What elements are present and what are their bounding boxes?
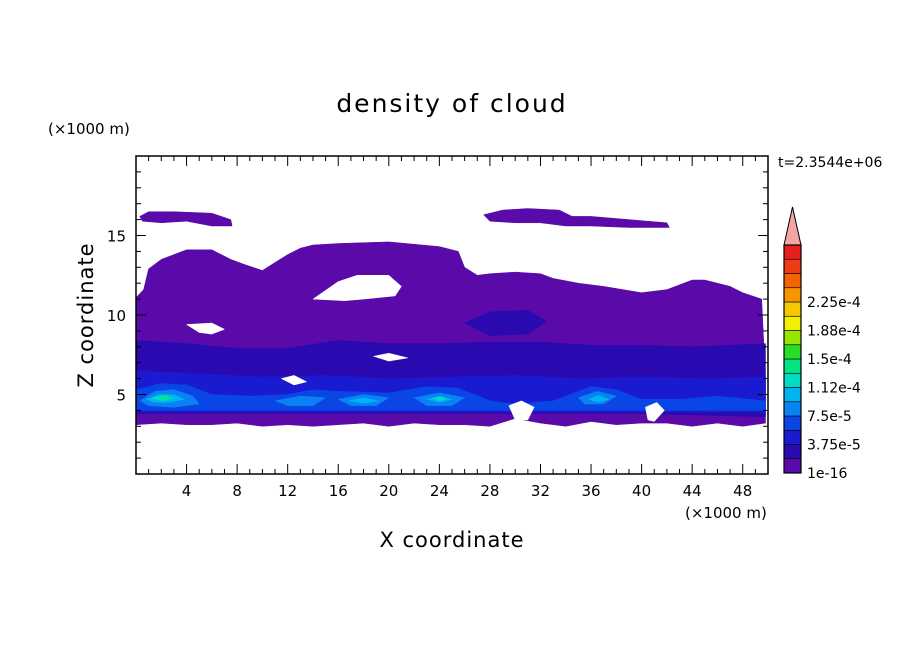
contour-region-level-0 xyxy=(139,211,233,227)
x-tick-label: 40 xyxy=(632,482,651,500)
y-tick-label: 15 xyxy=(107,228,126,246)
cloud-gap-region xyxy=(280,375,308,386)
colorbar-frame xyxy=(783,244,802,474)
x-axis-label: X coordinate xyxy=(379,528,524,552)
x-tick-label: 12 xyxy=(278,482,297,500)
colorbar-swatch xyxy=(783,330,802,346)
x-tick-label: 48 xyxy=(733,482,752,500)
cloud-gap-region xyxy=(508,400,535,421)
x-unit-label: (×1000 m) xyxy=(685,504,767,522)
colorbar-swatch xyxy=(783,372,802,388)
colorbar-label: 2.25e-4 xyxy=(807,295,861,311)
colorbar-swatch xyxy=(783,429,802,445)
colorbar-label: 3.75e-5 xyxy=(807,438,861,454)
colorbar-label: 1.5e-4 xyxy=(807,352,852,368)
colorbar-swatch xyxy=(783,287,802,303)
contour-fill-group xyxy=(136,208,766,427)
colorbar-swatch xyxy=(783,458,802,474)
contour-region-level-0 xyxy=(483,208,670,228)
colorbar-swatch xyxy=(783,401,802,417)
colorbar-swatch xyxy=(783,387,802,403)
colorbar-swatch xyxy=(783,344,802,360)
time-label: t=2.3544e+06 xyxy=(778,155,882,171)
x-tick-label: 36 xyxy=(581,482,600,500)
colorbar-swatch xyxy=(783,444,802,460)
contour-region-level-4 xyxy=(274,395,327,406)
chart-title: density of cloud xyxy=(336,89,567,118)
colorbar-label: 7.5e-5 xyxy=(807,409,852,425)
contour-region-level-1 xyxy=(464,309,548,336)
x-tick-label: 8 xyxy=(232,482,242,500)
x-tick-label: 28 xyxy=(480,482,499,500)
y-tick-label: 5 xyxy=(116,387,126,405)
colorbar-label: 1.12e-4 xyxy=(807,381,861,397)
colorbar-swatch xyxy=(783,315,802,331)
x-tick-label: 16 xyxy=(329,482,348,500)
y-tick-label: 10 xyxy=(107,307,126,325)
colorbar-label: 1e-16 xyxy=(807,466,847,482)
cloud-gap-region xyxy=(185,322,226,335)
colorbar-swatch xyxy=(783,258,802,274)
x-tick-label: 24 xyxy=(430,482,449,500)
cloud-gap-region xyxy=(372,352,408,362)
contour-region-level-5 xyxy=(587,395,610,403)
x-axis: 4 8 12 16 20 24 28 32 36 40 44 48 xyxy=(148,156,756,500)
colorbar-swatch xyxy=(783,301,802,317)
colorbar-swatch xyxy=(783,358,802,374)
y-axis-label: Z coordinate xyxy=(74,242,98,387)
y-unit-label: (×1000 m) xyxy=(48,120,130,138)
colorbar-swatch xyxy=(783,415,802,431)
colorbar: 1e-16 3.75e-5 7.5e-5 1.12e-4 1.5e-4 1.88e-4 2.… xyxy=(783,206,861,482)
x-tick-label: 44 xyxy=(683,482,702,500)
contour-region-level-7 xyxy=(157,395,172,400)
x-tick-label: 20 xyxy=(379,482,398,500)
cloud-gap-region xyxy=(312,275,402,301)
colorbar-swatch xyxy=(783,273,802,289)
cloud-gap-region xyxy=(645,402,665,422)
contour-region-level-5 xyxy=(348,397,379,404)
colorbar-swatch xyxy=(783,244,802,260)
contour-region-level-6 xyxy=(432,396,448,401)
x-tick-label: 4 xyxy=(182,482,192,500)
y-axis: 5 10 15 xyxy=(107,171,768,459)
colorbar-label: 1.88e-4 xyxy=(807,324,861,340)
colorbar-extend-arrow xyxy=(783,206,802,246)
x-tick-label: 32 xyxy=(531,482,550,500)
